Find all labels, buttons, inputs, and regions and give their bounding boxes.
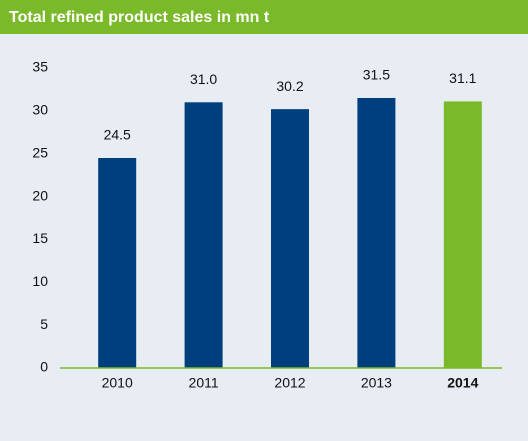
- y-tick-label: 0: [40, 359, 48, 375]
- data-label: 31.1: [449, 70, 476, 86]
- data-label: 24.5: [104, 127, 131, 143]
- y-tick-label: 15: [32, 230, 48, 246]
- bar: [443, 101, 482, 368]
- data-label: 31.0: [190, 71, 217, 87]
- x-tick-label: 2010: [102, 375, 133, 391]
- data-label: 30.2: [276, 78, 303, 94]
- y-tick-label: 25: [32, 144, 48, 160]
- x-tick-label: 2011: [189, 375, 219, 391]
- header-bar: [0, 0, 528, 34]
- bar: [98, 158, 137, 368]
- bar: [357, 98, 396, 368]
- bar: [184, 102, 223, 369]
- bar: [271, 109, 309, 369]
- data-label: 31.5: [363, 67, 390, 83]
- x-tick-label: 2014: [447, 375, 478, 391]
- y-tick-label: 10: [32, 273, 48, 289]
- y-tick-label: 35: [32, 59, 48, 75]
- y-tick-label: 20: [32, 187, 48, 203]
- y-tick-label: 5: [40, 316, 48, 332]
- chart-title: Total refined product sales in mn t: [9, 9, 270, 26]
- x-tick-label: 2012: [274, 375, 305, 391]
- y-tick-label: 30: [32, 102, 48, 118]
- x-tick-label: 2013: [361, 375, 392, 391]
